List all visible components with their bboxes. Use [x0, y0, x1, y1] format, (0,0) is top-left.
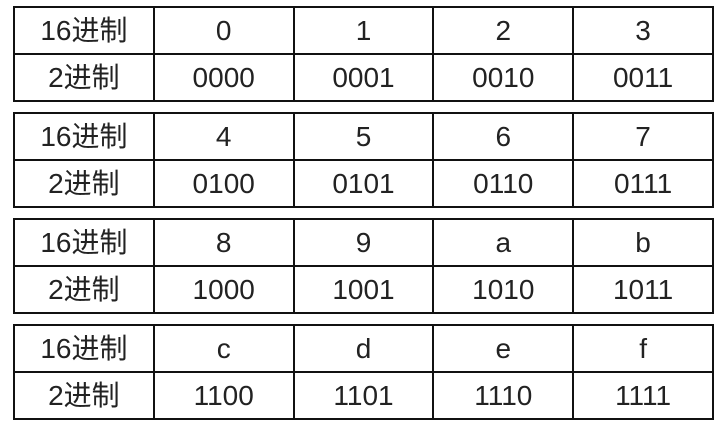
row-header: 16进制 [13, 112, 155, 161]
binary-row: 2进制 1100 1101 1110 1111 [13, 371, 714, 420]
hex-value-cell: 9 [292, 218, 435, 267]
hex-value-cell: 6 [432, 112, 575, 161]
conversion-table: 16进制 8 9 a b 2进制 1000 1001 1010 1011 [13, 218, 714, 314]
row-header: 16进制 [13, 218, 155, 267]
row-header: 16进制 [13, 6, 155, 55]
binary-row: 2进制 0000 0001 0010 0011 [13, 53, 714, 102]
row-header: 2进制 [13, 53, 155, 102]
binary-row: 2进制 1000 1001 1010 1011 [13, 265, 714, 314]
hex-value-cell: 0 [152, 6, 295, 55]
row-header: 2进制 [13, 265, 155, 314]
hex-row: 16进制 8 9 a b [13, 218, 714, 267]
hex-value-cell: a [432, 218, 575, 267]
row-header: 2进制 [13, 159, 155, 208]
hex-row: 16进制 0 1 2 3 [13, 6, 714, 55]
hex-value-cell: d [292, 324, 435, 373]
conversion-table: 16进制 4 5 6 7 2进制 0100 0101 0110 0111 [13, 112, 714, 208]
binary-row: 2进制 0100 0101 0110 0111 [13, 159, 714, 208]
hex-value-cell: 3 [572, 6, 714, 55]
hex-value-cell: f [572, 324, 714, 373]
binary-value-cell: 0111 [572, 159, 714, 208]
hex-value-cell: 2 [432, 6, 575, 55]
binary-value-cell: 1011 [572, 265, 714, 314]
binary-value-cell: 0010 [432, 53, 575, 102]
binary-value-cell: 1111 [572, 371, 714, 420]
hex-row: 16进制 4 5 6 7 [13, 112, 714, 161]
binary-value-cell: 0110 [432, 159, 575, 208]
hex-value-cell: b [572, 218, 714, 267]
binary-value-cell: 0001 [292, 53, 435, 102]
hex-value-cell: e [432, 324, 575, 373]
binary-value-cell: 1101 [292, 371, 435, 420]
binary-value-cell: 1001 [292, 265, 435, 314]
binary-value-cell: 0000 [152, 53, 295, 102]
binary-value-cell: 1010 [432, 265, 575, 314]
binary-value-cell: 1100 [152, 371, 295, 420]
hex-value-cell: 4 [152, 112, 295, 161]
hex-row: 16进制 c d e f [13, 324, 714, 373]
hex-value-cell: c [152, 324, 295, 373]
conversion-table: 16进制 0 1 2 3 2进制 0000 0001 0010 0011 [13, 6, 714, 102]
binary-value-cell: 1110 [432, 371, 575, 420]
hex-value-cell: 7 [572, 112, 714, 161]
hex-value-cell: 8 [152, 218, 295, 267]
binary-value-cell: 0100 [152, 159, 295, 208]
hex-value-cell: 1 [292, 6, 435, 55]
row-header: 2进制 [13, 371, 155, 420]
row-header: 16进制 [13, 324, 155, 373]
binary-value-cell: 0101 [292, 159, 435, 208]
binary-value-cell: 1000 [152, 265, 295, 314]
conversion-table: 16进制 c d e f 2进制 1100 1101 1110 1111 [13, 324, 714, 420]
hex-value-cell: 5 [292, 112, 435, 161]
binary-value-cell: 0011 [572, 53, 714, 102]
